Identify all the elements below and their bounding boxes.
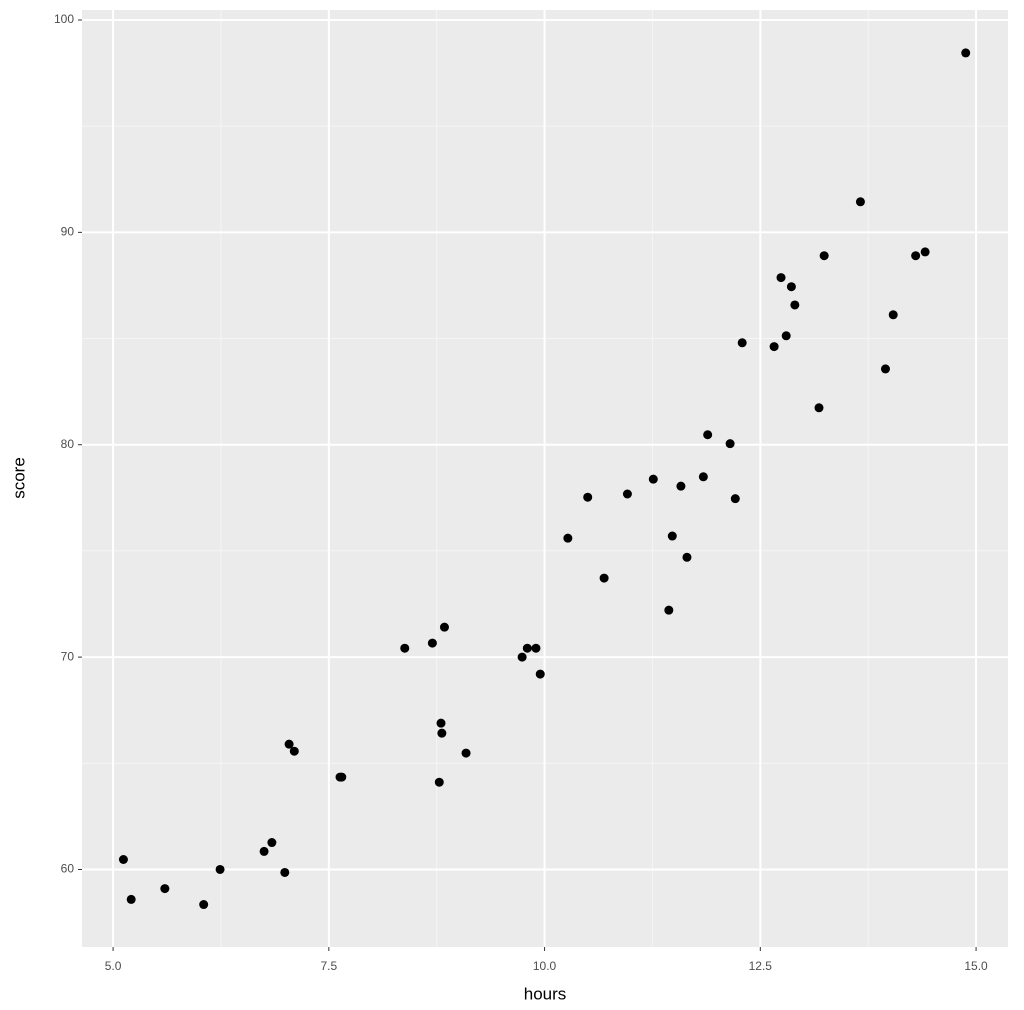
x-tick-label: 15.0: [964, 959, 988, 973]
point: [703, 430, 713, 440]
x-tick-label: 12.5: [749, 959, 773, 973]
point: [118, 855, 128, 865]
point: [781, 331, 791, 341]
x-tick-label: 7.5: [320, 959, 337, 973]
point: [531, 643, 541, 653]
point: [259, 846, 269, 856]
point: [911, 251, 921, 261]
point: [888, 310, 898, 320]
point: [961, 48, 971, 58]
point: [400, 643, 410, 653]
point: [725, 439, 735, 449]
point: [730, 494, 740, 504]
point: [814, 403, 824, 413]
point: [737, 338, 747, 348]
point: [434, 777, 444, 787]
point: [199, 900, 209, 910]
point: [517, 652, 527, 662]
point: [880, 364, 890, 374]
y-tick-label: 70: [61, 649, 75, 663]
point: [786, 282, 796, 292]
point: [535, 669, 545, 679]
y-tick-label: 100: [54, 12, 74, 26]
point: [437, 728, 447, 738]
point: [427, 638, 437, 648]
point: [682, 552, 692, 562]
point: [676, 481, 686, 491]
x-tick-label: 10.0: [533, 959, 557, 973]
point: [648, 474, 658, 484]
point: [160, 884, 170, 894]
point: [126, 894, 136, 904]
point: [280, 867, 290, 877]
point: [289, 746, 299, 756]
point: [563, 533, 573, 543]
point: [436, 718, 446, 728]
point: [698, 472, 708, 482]
point: [267, 838, 277, 848]
point: [769, 342, 779, 352]
x-tick-label: 5.0: [105, 959, 122, 973]
point: [583, 492, 593, 502]
point: [599, 573, 609, 583]
point: [776, 273, 786, 283]
point: [855, 197, 865, 207]
point: [622, 489, 632, 499]
y-axis-title: score: [9, 457, 28, 499]
point: [522, 643, 532, 653]
point: [337, 772, 347, 782]
point: [920, 247, 930, 257]
y-tick-label: 80: [61, 437, 75, 451]
y-tick-label: 90: [61, 225, 75, 239]
point: [819, 251, 829, 261]
point: [215, 864, 225, 874]
point: [664, 605, 674, 615]
point: [790, 300, 800, 310]
point: [667, 531, 677, 541]
point: [284, 739, 294, 749]
point: [439, 622, 449, 632]
x-axis-title: hours: [524, 984, 567, 1003]
y-tick-label: 60: [61, 862, 75, 876]
point: [461, 748, 471, 758]
